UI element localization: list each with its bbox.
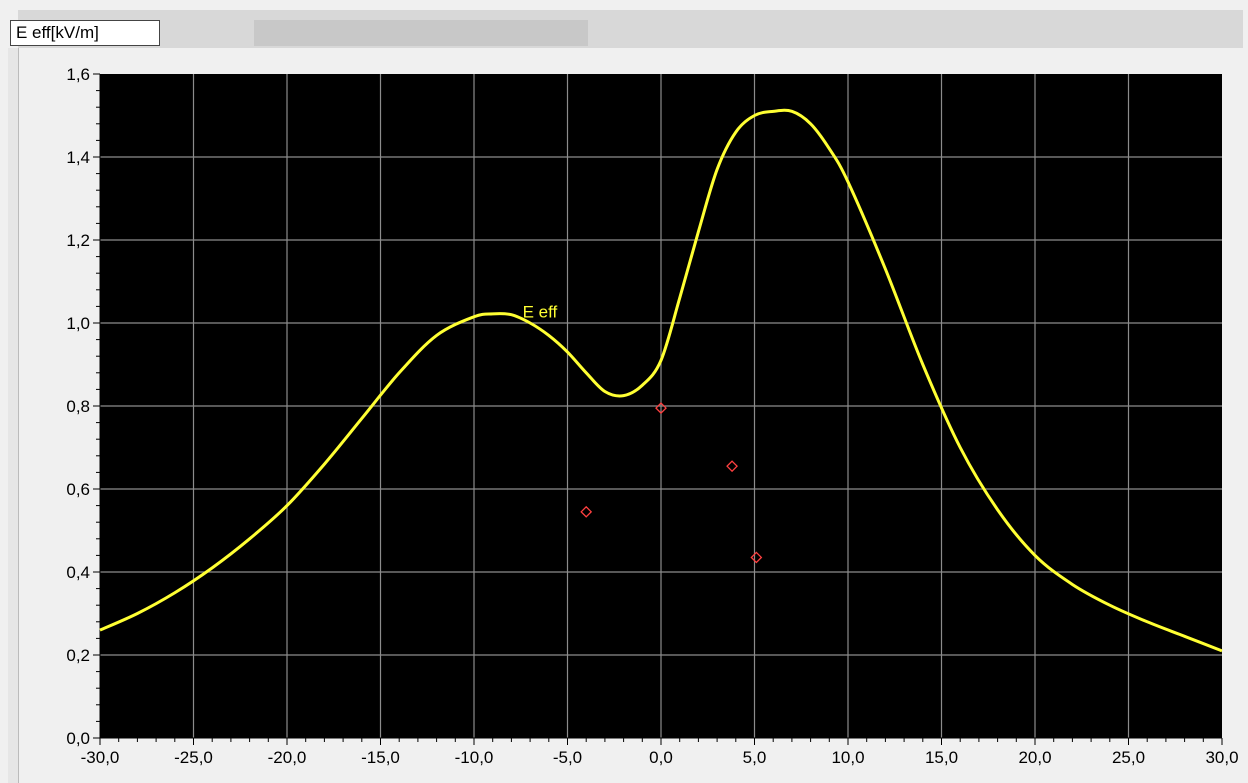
x-tick-label: 20,0 — [1018, 748, 1051, 767]
marker-layer — [580, 402, 763, 564]
y-tick-label: 0,8 — [66, 397, 90, 416]
x-tick-label: -5,0 — [553, 748, 582, 767]
grid-lines — [100, 74, 1222, 738]
x-tick-label: 10,0 — [831, 748, 864, 767]
y-tick-label: 1,0 — [66, 314, 90, 333]
y-tick-label: 0,2 — [66, 646, 90, 665]
x-tick-label: -20,0 — [268, 748, 307, 767]
x-tick-label: -25,0 — [174, 748, 213, 767]
measurement-point — [580, 505, 593, 518]
x-tick-label: -10,0 — [455, 748, 494, 767]
x-tick-label: 25,0 — [1112, 748, 1145, 767]
y-tick-label: 1,6 — [66, 65, 90, 84]
left-panel-edge — [8, 48, 19, 783]
y-tick-label: 1,2 — [66, 231, 90, 250]
y-tick-label: 0,0 — [66, 729, 90, 748]
y-tick-label: 0,6 — [66, 480, 90, 499]
measurement-point — [655, 402, 667, 414]
measurement-point — [750, 551, 763, 564]
y-tick-label: 0,4 — [66, 563, 90, 582]
series-layer: E eff — [99, 108, 1223, 653]
x-tick-label: 5,0 — [743, 748, 767, 767]
measurement-point — [726, 460, 738, 473]
x-tick-label: 30,0 — [1205, 748, 1238, 767]
blank-input-field[interactable] — [254, 20, 588, 46]
x-tick-label: -30,0 — [81, 748, 120, 767]
unit-label: E eff[kV/m] — [10, 20, 160, 46]
header-strip — [18, 10, 1243, 48]
series-line-e-eff — [99, 108, 1223, 653]
x-tick-label: 15,0 — [925, 748, 958, 767]
y-tick-label: 1,4 — [66, 148, 90, 167]
x-tick-label: -15,0 — [361, 748, 400, 767]
series-label-e-eff: E eff — [523, 303, 558, 322]
axes: -30,0 -25,0 -20,0 -15,0 -10,0 -5,0 0,0 5,0 10,0 1… — [66, 65, 1238, 767]
x-tick-label: 0,0 — [649, 748, 673, 767]
